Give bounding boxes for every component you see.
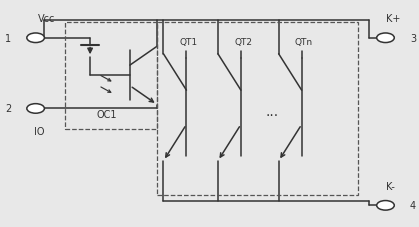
- Bar: [65, 23, 157, 129]
- Circle shape: [27, 34, 44, 43]
- Text: 3: 3: [410, 34, 416, 44]
- Text: QTn: QTn: [295, 38, 313, 47]
- Circle shape: [27, 104, 44, 114]
- Text: IO: IO: [34, 126, 44, 136]
- Text: 1: 1: [5, 34, 11, 44]
- Text: Vcc: Vcc: [38, 14, 55, 24]
- Text: QT2: QT2: [234, 38, 252, 47]
- Text: K+: K+: [386, 14, 401, 24]
- Text: OC1: OC1: [97, 110, 117, 120]
- Bar: [157, 23, 358, 195]
- Text: QT1: QT1: [179, 38, 198, 47]
- Text: ...: ...: [266, 104, 279, 118]
- Text: K-: K-: [386, 181, 395, 191]
- Circle shape: [377, 201, 394, 210]
- Text: 4: 4: [410, 200, 416, 210]
- Circle shape: [377, 34, 394, 43]
- Text: 2: 2: [5, 104, 11, 114]
